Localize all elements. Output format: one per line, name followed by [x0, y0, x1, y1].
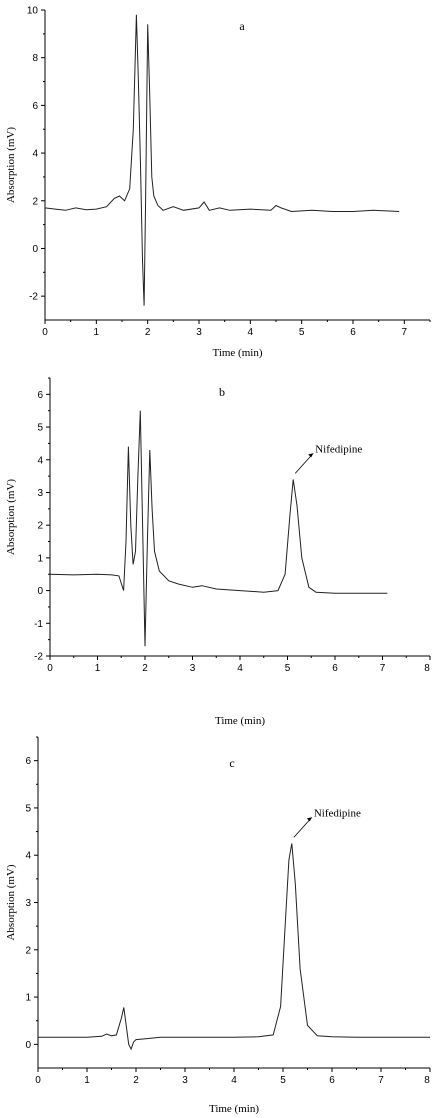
y-tick-label: 2	[25, 945, 31, 956]
y-tick-label: 4	[37, 455, 43, 466]
panel-b: 0 1 2 3 4 5 6 7 8 -2 -1 0 1 2 3 4 5 6 Time (min) Absorption…	[5, 377, 431, 727]
x-tick-label: 4	[231, 1075, 237, 1086]
y-tick-label: 2	[37, 521, 43, 532]
y-tick-label: 0	[32, 244, 38, 255]
x-tick-label: 4	[237, 663, 243, 674]
x-tick-label: 1	[84, 1075, 90, 1086]
x-tick-label: 6	[329, 1075, 335, 1086]
y-tick-label: 8	[32, 53, 38, 64]
x-axis-label: Time (min)	[212, 347, 262, 359]
x-tick-label: 2	[133, 1075, 139, 1086]
y-tick-label: 0	[37, 586, 43, 597]
x-tick-label: 7	[402, 327, 408, 338]
panel-a: 0 1 2 3 4 5 6 7 -2 0 2 4 6 8 10 Time (min) Absorption (m…	[5, 6, 431, 359]
peak-annotation: Nifedipine	[314, 807, 361, 819]
panel-c: 0 1 2 3 4 5 6 7 8 0 1 2 3 4 5 6 Time (min) Absorption (mV…	[5, 736, 431, 1115]
y-tick-label: 0	[25, 1040, 31, 1051]
y-tick-label: 5	[25, 803, 31, 814]
y-axis-label: Absorption (mV)	[5, 127, 17, 203]
y-tick-label: 5	[37, 423, 43, 434]
y-tick-label: 1	[25, 993, 31, 1004]
x-tick-label: 3	[190, 663, 196, 674]
x-tick-label: 3	[182, 1075, 188, 1086]
x-tick-label: 5	[280, 1075, 286, 1086]
x-tick-label: 3	[196, 327, 202, 338]
x-tick-label: 4	[248, 327, 254, 338]
y-tick-label: -1	[34, 619, 43, 630]
x-tick-label: 5	[299, 327, 305, 338]
panel-letter: b	[219, 385, 225, 399]
y-axis-label: Absorption (mV)	[5, 864, 17, 940]
y-tick-label: 10	[27, 6, 39, 17]
x-tick-label: 2	[142, 663, 148, 674]
y-tick-label: -2	[34, 652, 43, 663]
x-tick-label: 0	[47, 663, 53, 674]
y-tick-label: 3	[37, 488, 43, 499]
chromatogram-trace	[38, 843, 430, 1051]
annotation-arrow	[293, 817, 313, 838]
x-tick-label: 0	[35, 1075, 41, 1086]
x-tick-label: 2	[145, 327, 151, 338]
x-axis-label: Time (min)	[209, 1103, 259, 1115]
y-tick-label: 2	[32, 196, 38, 207]
y-tick-label: 3	[25, 898, 31, 909]
y-tick-label: 4	[32, 149, 38, 160]
x-tick-label: 1	[95, 663, 101, 674]
x-tick-label: 1	[94, 327, 100, 338]
chromatogram-trace	[49, 410, 388, 647]
annotation-arrowhead	[306, 817, 312, 822]
x-tick-label: 7	[378, 1075, 384, 1086]
x-tick-label: 6	[350, 327, 356, 338]
y-axis-label: Absorption (mV)	[5, 479, 17, 555]
x-tick-label: 7	[380, 663, 386, 674]
y-tick-label: -2	[29, 292, 38, 303]
x-tick-label: 8	[424, 1075, 430, 1086]
x-axis-label: Time (min)	[215, 715, 265, 727]
y-tick-label: 6	[25, 756, 31, 767]
y-tick-label: 4	[25, 851, 31, 862]
x-tick-label: 5	[285, 663, 291, 674]
x-tick-label: 8	[424, 663, 430, 674]
panel-letter: c	[229, 756, 234, 770]
y-tick-label: 6	[37, 390, 43, 401]
annotation-arrow	[294, 453, 314, 474]
x-tick-label: 6	[332, 663, 338, 674]
peak-annotation: Nifedipine	[315, 443, 362, 455]
annotation-arrowhead	[308, 453, 314, 458]
chromatogram-trace	[44, 14, 400, 306]
x-tick-label: 0	[42, 327, 48, 338]
panel-letter: a	[239, 19, 245, 33]
y-tick-label: 6	[32, 101, 38, 112]
y-tick-label: 1	[37, 553, 43, 564]
